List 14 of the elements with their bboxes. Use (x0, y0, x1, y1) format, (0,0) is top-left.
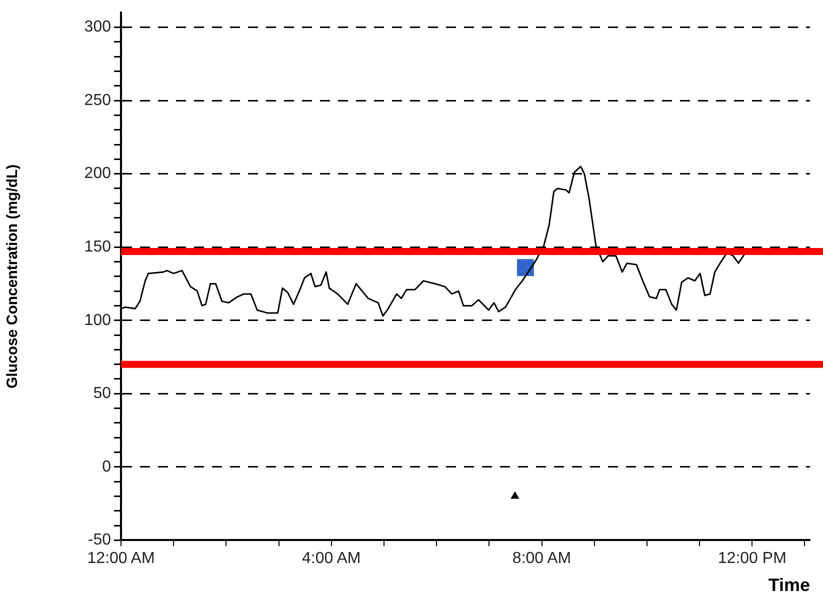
y-tick-label: 250 (84, 92, 112, 109)
y-tick-label: 0 (102, 458, 112, 476)
y-tick-label: 50 (93, 385, 112, 402)
x-axis-title: Time (768, 575, 810, 596)
x-tick-label: 12:00 AM (87, 550, 155, 568)
y-tick-label: 100 (84, 312, 112, 329)
x-tick-label: 12:00 PM (718, 550, 786, 568)
x-tick-label: 4:00 AM (302, 550, 361, 568)
y-tick-label: 150 (84, 238, 112, 256)
y-tick-label: 200 (84, 165, 112, 182)
x-tick-label: 8:00 AM (512, 550, 572, 568)
y-axis-title: Glucose Concentration (mg/dL) (4, 164, 22, 388)
y-tick-label: 300 (84, 18, 112, 36)
y-tick-label: -50 (88, 532, 112, 549)
